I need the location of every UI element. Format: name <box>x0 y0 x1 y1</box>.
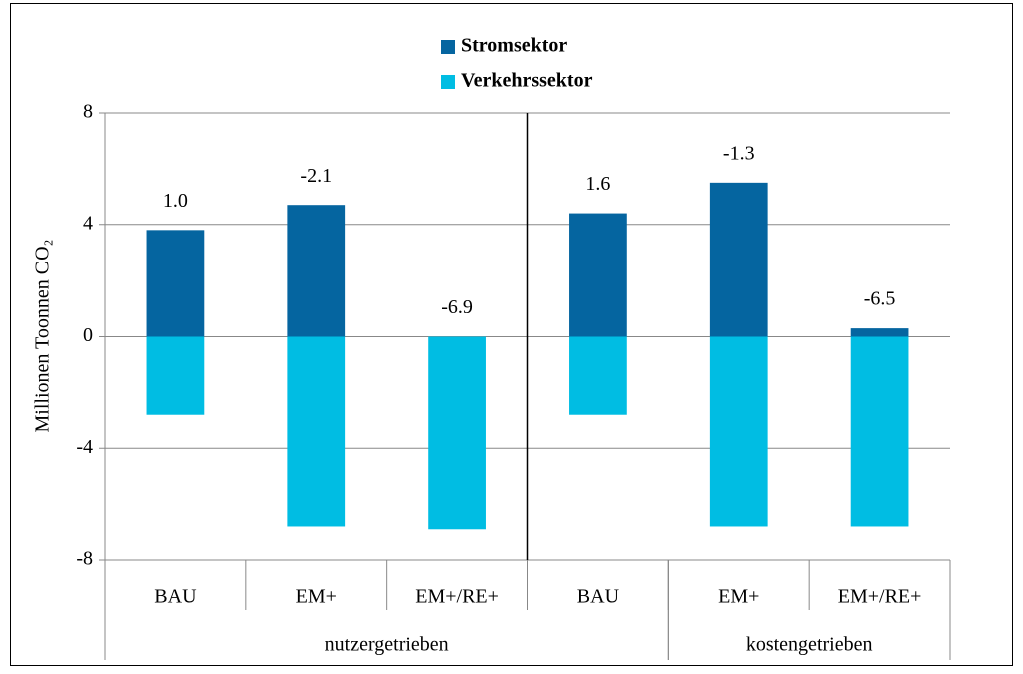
bar-segment <box>428 336 486 530</box>
total-label: 1.0 <box>163 190 188 212</box>
bar-segment <box>569 213 627 337</box>
x-tick-label: BAU <box>577 586 620 608</box>
bar-segment <box>146 336 205 415</box>
y-axis-label: Millionen Toonnen CO₂ <box>32 240 54 433</box>
group-label: nutzergetrieben <box>325 634 449 656</box>
bar-segment <box>709 336 768 527</box>
y-tick-label: 0 <box>83 324 93 346</box>
bar-segment <box>709 182 768 337</box>
y-tick-label: 4 <box>83 212 93 234</box>
total-label: -1.3 <box>723 142 755 164</box>
bar-segment <box>146 230 205 337</box>
total-label: -6.5 <box>864 288 896 310</box>
legend-label: Stromsektor <box>461 35 567 57</box>
y-tick-label: 8 <box>83 101 93 123</box>
bar-segment <box>287 205 346 337</box>
total-label: -2.1 <box>300 165 332 187</box>
x-tick-label: EM+/RE+ <box>838 586 922 608</box>
y-tick-label: -8 <box>76 548 93 570</box>
bar-segment <box>569 336 627 415</box>
group-label: kostengetrieben <box>746 634 873 656</box>
legend-swatch <box>441 75 455 89</box>
legend-swatch <box>441 40 455 54</box>
x-tick-label: EM+ <box>296 586 337 608</box>
bar-segment <box>850 328 909 337</box>
bar-segment <box>287 336 346 527</box>
total-label: 1.6 <box>585 173 610 195</box>
bar-segment <box>850 336 909 527</box>
x-tick-label: BAU <box>154 586 197 608</box>
x-tick-label: EM+/RE+ <box>415 586 499 608</box>
legend-label: Verkehrssektor <box>461 70 593 92</box>
y-tick-label: -4 <box>76 436 93 458</box>
total-label: -6.9 <box>441 296 473 318</box>
x-tick-label: EM+ <box>718 586 759 608</box>
